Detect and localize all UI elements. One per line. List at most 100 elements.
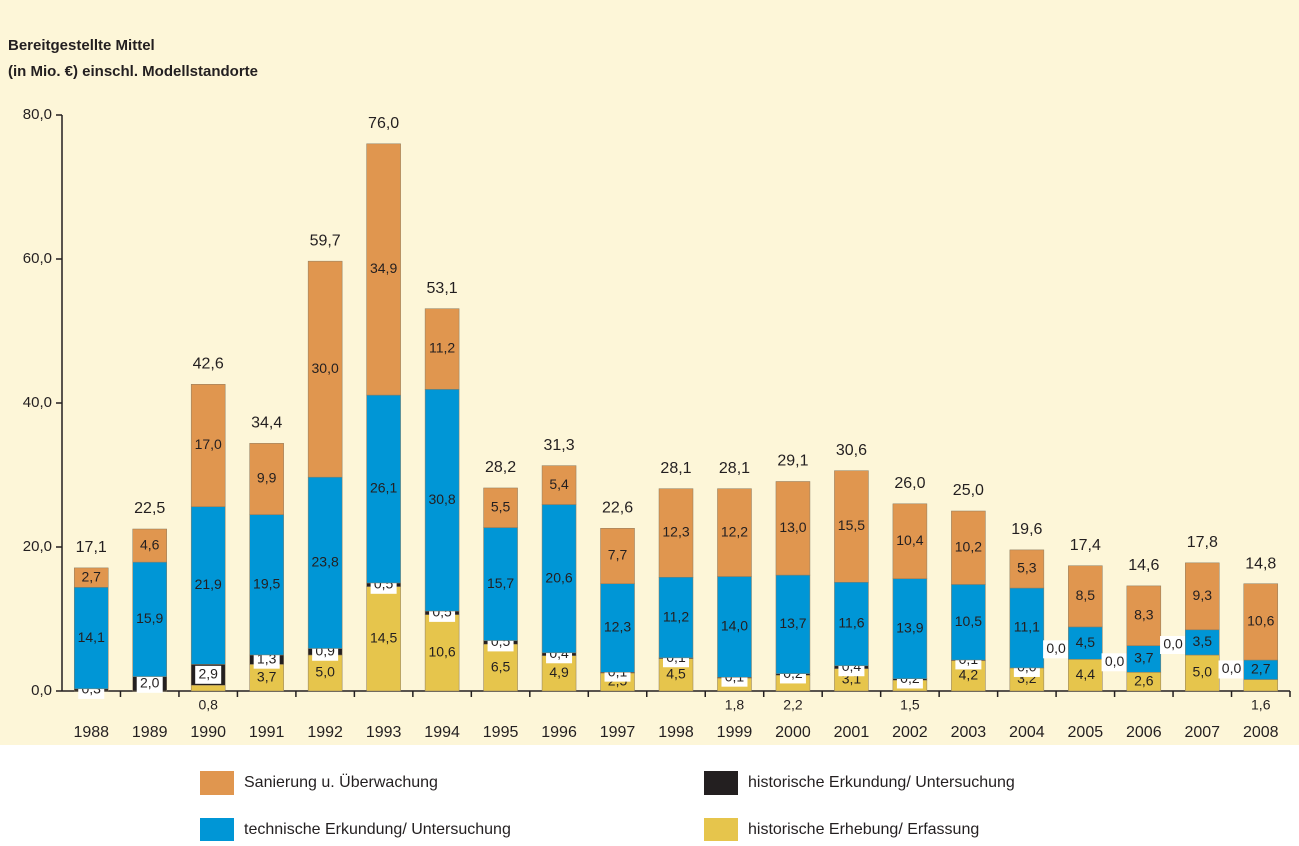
bar-segment (249, 664, 284, 692)
bar-segment (775, 481, 811, 576)
total-label: 30,6 (836, 442, 867, 459)
data-label: 14,5 (370, 630, 397, 646)
total-label: 26,0 (894, 475, 925, 492)
data-label: 2,0 (140, 675, 160, 691)
data-label: 19,5 (253, 576, 280, 592)
y-tick-label: 60,0 (23, 250, 52, 267)
bar-segment (1185, 562, 1220, 631)
label-box (1043, 640, 1070, 659)
bar-segment (307, 476, 343, 649)
legend-swatch (200, 771, 234, 795)
data-label: 10,6 (428, 644, 455, 660)
label-box (195, 665, 222, 684)
x-tick-label: 2000 (775, 724, 811, 741)
bar-segment (775, 574, 811, 674)
bar-segment (658, 488, 694, 578)
x-tick-label: 1997 (600, 724, 636, 741)
total-label: 28,1 (719, 460, 750, 477)
label-box (136, 674, 163, 693)
bar-segment (366, 394, 401, 584)
data-label: 20,6 (545, 569, 572, 585)
data-label: 5,0 (1193, 664, 1213, 680)
x-tick-label: 1988 (73, 724, 109, 741)
bar-segment (951, 584, 986, 661)
data-label: 1,6 (1251, 697, 1271, 713)
total-label: 25,0 (953, 482, 984, 499)
x-tick-label: 2008 (1243, 724, 1279, 741)
data-label: 15,7 (487, 575, 514, 591)
bar-segment (73, 587, 109, 690)
bar-segment (307, 654, 343, 692)
x-tick-label: 1991 (249, 724, 285, 741)
data-label: 4,5 (666, 666, 686, 682)
data-label: 14,1 (78, 629, 105, 645)
bar-segment (307, 260, 343, 478)
data-label: 0,0 (1105, 653, 1125, 669)
data-label: 2,9 (198, 666, 218, 682)
bar-segment (1185, 654, 1220, 692)
data-label: 34,9 (370, 260, 397, 276)
bar-segment (1243, 583, 1279, 661)
total-label: 42,6 (193, 355, 224, 372)
x-tick-label: 1999 (717, 724, 753, 741)
data-label: 5,0 (315, 664, 335, 680)
label-box (1160, 636, 1187, 654)
x-tick-label: 2001 (834, 724, 870, 741)
bar-segment (600, 583, 635, 673)
bar-segment (1068, 626, 1103, 660)
data-label: 10,2 (955, 538, 982, 554)
total-label: 22,6 (602, 499, 633, 516)
total-label: 17,1 (76, 539, 107, 556)
data-label: 5,3 (1017, 560, 1037, 576)
bar-segment (717, 488, 752, 577)
data-label: 3,7 (1134, 650, 1154, 666)
bar-segment (892, 578, 928, 680)
data-label: 7,7 (608, 547, 628, 563)
bar-segment (424, 614, 460, 692)
data-label: 26,1 (370, 480, 397, 496)
x-tick-label: 2006 (1126, 724, 1162, 741)
bar-segment (1243, 679, 1279, 692)
data-label: 8,5 (1076, 587, 1096, 603)
data-label: 9,3 (1193, 587, 1213, 603)
bar-segment (1068, 659, 1103, 692)
data-label: 1,8 (725, 697, 745, 713)
data-label: 1,5 (900, 697, 920, 713)
data-label: 10,5 (955, 613, 982, 629)
bar-segment (190, 506, 226, 665)
data-label: 2,2 (783, 697, 803, 713)
total-label: 19,6 (1011, 521, 1042, 538)
bar-segment (541, 504, 577, 654)
total-label: 29,1 (777, 453, 808, 470)
x-tick-label: 2002 (892, 724, 928, 741)
total-label: 53,1 (427, 280, 458, 297)
x-tick-label: 2003 (951, 724, 987, 741)
y-tick-label: 80,0 (23, 106, 52, 123)
x-tick-label: 1996 (541, 724, 577, 741)
data-label: 5,4 (549, 476, 569, 492)
legend-label: Sanierung u. Überwachung (244, 773, 438, 791)
data-label: 2,7 (82, 568, 102, 584)
data-label: 4,4 (1076, 666, 1096, 682)
total-label: 14,8 (1245, 556, 1276, 573)
data-label: 3,5 (1193, 633, 1213, 649)
legend-swatch (704, 818, 738, 842)
data-label: 10,6 (1247, 613, 1274, 629)
data-label: 17,0 (195, 436, 222, 452)
data-label: 23,8 (312, 554, 339, 570)
data-label: 0,8 (198, 697, 218, 713)
bar-segment (1126, 585, 1162, 646)
data-label: 8,3 (1134, 606, 1154, 622)
total-label: 76,0 (368, 115, 399, 132)
x-tick-label: 2007 (1184, 724, 1220, 741)
data-label: 13,0 (779, 519, 806, 535)
data-label: 12,2 (721, 523, 748, 539)
bar-segment (1009, 549, 1045, 589)
x-tick-label: 1989 (132, 724, 168, 741)
label-box (1101, 653, 1128, 672)
x-tick-label: 1992 (307, 724, 343, 741)
bar-segment (132, 561, 167, 677)
data-label: 14,0 (721, 618, 748, 634)
bar-segment (951, 510, 986, 585)
bar-segment (1009, 587, 1045, 669)
